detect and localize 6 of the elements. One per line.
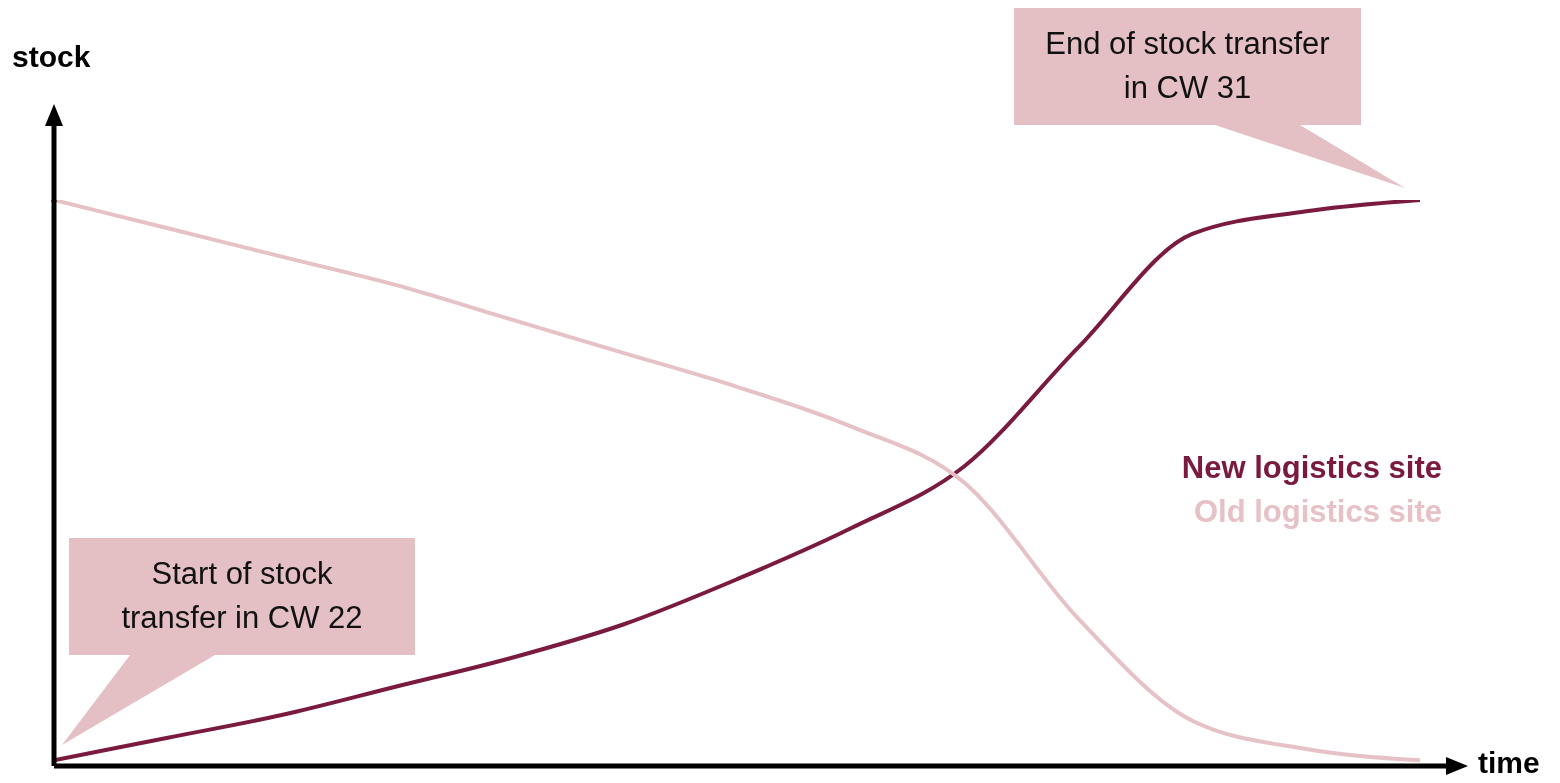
- text: Old logistics site: [1192, 493, 1442, 531]
- text: New logistics site: [1181, 449, 1442, 487]
- x-axis-title: time: [1478, 746, 1540, 780]
- annotation: Start of stock transfer in CW 22: [120, 555, 364, 637]
- text: End of stock transfer in CW 31: [1044, 25, 1331, 107]
- y-axis-title: stock: [12, 40, 91, 74]
